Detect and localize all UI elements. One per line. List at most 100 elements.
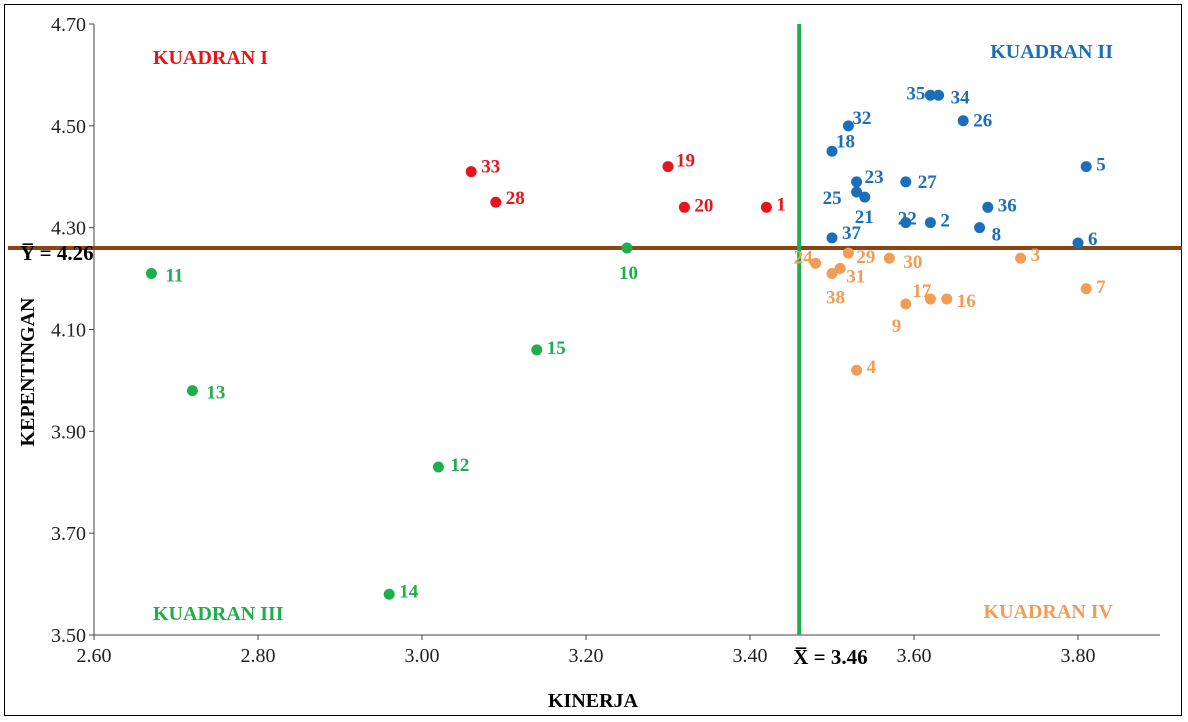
- quadrant-label: KUADRAN II: [990, 41, 1113, 63]
- data-point: [842, 120, 854, 132]
- data-point: [1080, 161, 1092, 173]
- data-point: [465, 166, 477, 178]
- y-tick-label: 4.30: [51, 218, 86, 240]
- data-point: [383, 588, 395, 600]
- y-tick-label: 4.70: [51, 14, 86, 36]
- data-point-label: 16: [957, 291, 976, 312]
- data-point: [900, 176, 912, 188]
- x-tick-label: 3.00: [405, 645, 440, 667]
- data-point: [974, 222, 986, 234]
- data-point: [145, 267, 157, 279]
- data-point: [859, 191, 871, 203]
- data-point-label: 12: [450, 455, 469, 476]
- data-point-label: 4: [867, 357, 877, 378]
- data-point-label: 37: [842, 223, 862, 244]
- data-point: [662, 161, 674, 173]
- data-point: [1080, 283, 1092, 295]
- data-point-label: 8: [992, 225, 1002, 246]
- data-point-label: 30: [903, 252, 922, 273]
- data-point: [900, 298, 912, 310]
- data-point: [760, 201, 772, 213]
- data-point-label: 14: [399, 581, 419, 602]
- data-point: [851, 176, 863, 188]
- data-point-label: 36: [998, 195, 1017, 216]
- x-tick-label: 2.60: [77, 645, 112, 667]
- x-tick-label: 2.80: [241, 645, 276, 667]
- data-point-label: 20: [694, 195, 713, 216]
- y-tick-label: 4.50: [51, 116, 86, 138]
- data-point-label: 7: [1096, 277, 1106, 298]
- quadrant-labels: KUADRAN I KUADRAN II KUADRAN III KUADRAN IV: [153, 41, 1114, 625]
- mean-y-label: Y̅̅ = 4.26: [20, 241, 94, 265]
- data-point-label: 31: [846, 266, 865, 287]
- data-point: [826, 267, 838, 279]
- data-point-label: 2: [940, 211, 950, 232]
- data-point-label: 23: [865, 167, 884, 188]
- x-tick-label: 3.20: [569, 645, 604, 667]
- data-point: [531, 344, 543, 356]
- data-point: [982, 201, 994, 213]
- y-axis-title: KEPENTINGAN: [17, 297, 39, 446]
- data-point-label: 34: [951, 87, 971, 108]
- data-point-label: 11: [165, 265, 183, 286]
- data-point: [883, 252, 895, 264]
- data-point: [900, 217, 912, 229]
- data-point: [1072, 237, 1084, 249]
- data-point-label: 17: [912, 281, 932, 302]
- data-point: [957, 115, 969, 127]
- data-point-label: 19: [676, 151, 695, 172]
- data-point-label: 13: [206, 383, 225, 404]
- data-point: [842, 247, 854, 259]
- quadrant-label: KUADRAN I: [153, 47, 268, 69]
- data-point-label: 27: [918, 172, 938, 193]
- data-point: [826, 232, 838, 244]
- data-point: [924, 293, 936, 305]
- data-point-label: 25: [823, 188, 842, 209]
- y-tick-label: 4.10: [51, 320, 86, 342]
- data-point: [186, 385, 198, 397]
- y-tick-label: 3.90: [51, 421, 86, 443]
- data-point: [851, 364, 863, 376]
- axes: [93, 24, 1160, 636]
- data-point: [933, 89, 945, 101]
- data-point-label: 32: [852, 108, 871, 129]
- data-point-label: 29: [856, 247, 875, 268]
- x-axis-title: KINERJA: [548, 690, 639, 712]
- data-point-label: 21: [855, 207, 874, 228]
- data-points: [145, 89, 1092, 600]
- data-point-label: 35: [906, 83, 925, 104]
- data-point: [834, 262, 846, 274]
- x-tick-label: 3.80: [1061, 645, 1096, 667]
- data-point-label: 15: [547, 338, 566, 359]
- data-point: [941, 293, 953, 305]
- x-tick-label: 3.40: [733, 645, 768, 667]
- mean-x-label: X̅̅ = 3.46: [793, 645, 867, 669]
- data-point-label: 9: [892, 316, 902, 337]
- quadrant-label: KUADRAN IV: [984, 601, 1114, 623]
- data-point-label: 38: [826, 287, 845, 308]
- data-point-label: 26: [973, 111, 992, 132]
- data-point-label: 22: [898, 209, 917, 230]
- data-point: [851, 186, 863, 198]
- mean-lines: Y̅̅ = 4.26 X̅̅ = 3.46: [8, 24, 1182, 669]
- data-point-label: 24: [794, 247, 814, 268]
- data-point: [1015, 252, 1027, 264]
- data-point: [924, 89, 936, 101]
- quadrant-label: KUADRAN III: [153, 603, 284, 625]
- data-point-label: 10: [619, 263, 638, 284]
- data-point: [826, 145, 838, 157]
- ticks: 2.60 2.80 3.00 3.20 3.40 3.60 3.80 3.50 3.70 3.90…: [51, 14, 1096, 667]
- data-point: [490, 196, 502, 208]
- data-point-label: 6: [1088, 229, 1098, 250]
- data-point-label: 33: [481, 157, 500, 178]
- data-point: [678, 201, 690, 213]
- data-point-label: 3: [1031, 245, 1041, 266]
- data-point-label: 5: [1096, 155, 1106, 176]
- data-point-label: 1: [776, 194, 786, 215]
- data-point: [621, 242, 633, 254]
- data-point: [810, 257, 822, 269]
- y-tick-label: 3.70: [51, 523, 86, 545]
- chart-frame: [4, 4, 1182, 716]
